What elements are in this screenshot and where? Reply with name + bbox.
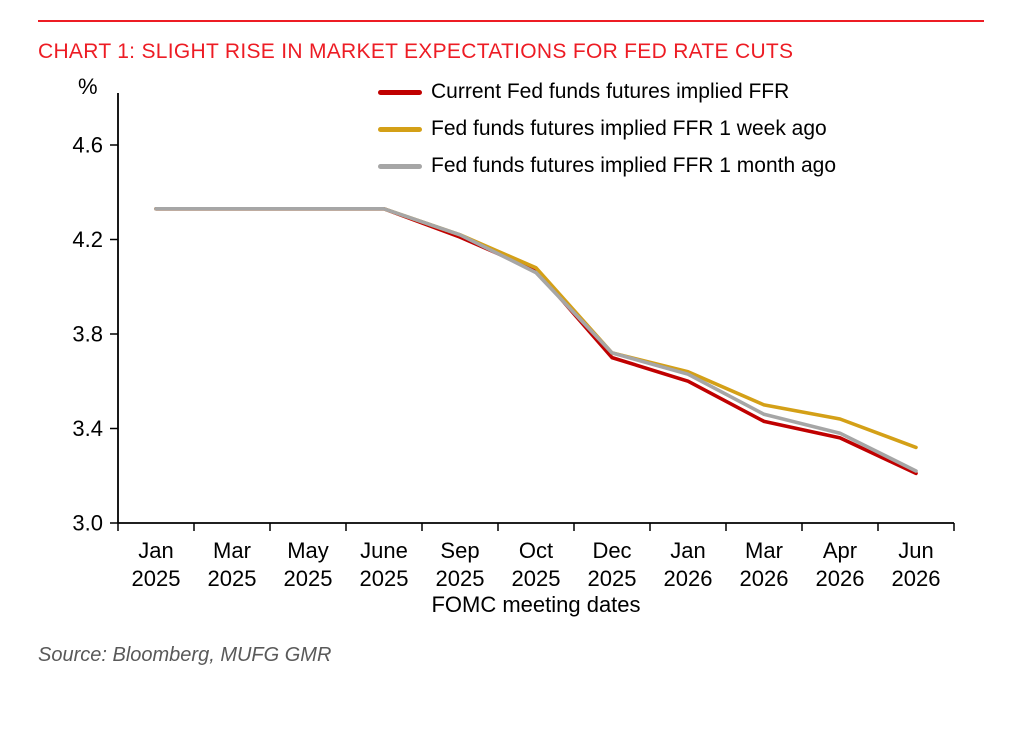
x-tick-label-year: 2025 (284, 566, 333, 590)
x-tick-label-month: Sep (440, 538, 479, 563)
legend-swatch-1-week-ago (378, 126, 422, 132)
chart-area: % Current Fed funds futures implied FFR … (38, 74, 984, 590)
y-tick-label: 4.2 (72, 227, 103, 252)
y-tick-label: 3.4 (72, 416, 103, 441)
x-tick-label-month: Jan (670, 538, 705, 563)
x-tick-label-month: May (287, 538, 329, 563)
legend-label-current: Current Fed funds futures implied FFR (431, 80, 790, 103)
x-tick-label-month: Dec (592, 538, 631, 563)
legend-label-1-week-ago: Fed funds futures implied FFR 1 week ago (431, 117, 827, 140)
series-line-2 (154, 207, 918, 473)
legend-item-current: Current Fed funds futures implied FFR (378, 80, 836, 104)
y-tick-label: 3.8 (72, 322, 103, 347)
x-tick-label-month: Mar (213, 538, 251, 563)
legend-swatch-1-month-ago (378, 163, 422, 169)
chart-canvas: 3.0 3.4 3.8 4.2 4.6 Jan 2025 Mar 2025 May 2025 June… (72, 93, 955, 590)
x-tick-label-month: Apr (823, 538, 857, 563)
y-axis-unit-label: % (78, 74, 98, 99)
x-tick-label-year: 2026 (816, 566, 865, 590)
chart-title: CHART 1: SLIGHT RISE IN MARKET EXPECTATI… (38, 40, 794, 63)
legend-swatch-current (378, 89, 422, 95)
x-tick-label-year: 2025 (588, 566, 637, 590)
x-tick-label-year: 2025 (132, 566, 181, 590)
x-tick-label-year: 2025 (208, 566, 257, 590)
legend: Current Fed funds futures implied FFR Fe… (378, 80, 836, 191)
series-line-1 (154, 207, 918, 450)
x-tick-label-year: 2025 (512, 566, 561, 590)
top-rule (38, 20, 984, 22)
legend-item-1-month-ago: Fed funds futures implied FFR 1 month ag… (378, 154, 836, 178)
series-line-0 (154, 207, 918, 476)
y-tick-label: 4.6 (72, 133, 103, 158)
x-tick-label-year: 2026 (740, 566, 789, 590)
x-tick-label-month: Mar (745, 538, 783, 563)
x-tick-label-year: 2026 (664, 566, 713, 590)
x-tick-label-year: 2026 (892, 566, 941, 590)
legend-label-1-month-ago: Fed funds futures implied FFR 1 month ag… (431, 154, 837, 177)
legend-item-1-week-ago: Fed funds futures implied FFR 1 week ago (378, 117, 836, 141)
x-tick-label-month: Jun (898, 538, 933, 563)
x-axis-title: FOMC meeting dates (431, 592, 641, 617)
x-tick-label-month: June (360, 538, 408, 563)
x-tick-label-month: Oct (519, 538, 553, 563)
x-tick-label-year: 2025 (360, 566, 409, 590)
x-tick-label-year: 2025 (436, 566, 485, 590)
y-tick-label: 3.0 (72, 511, 103, 536)
source-note: Source: Bloomberg, MUFG GMR (38, 644, 332, 666)
x-tick-label-month: Jan (138, 538, 173, 563)
